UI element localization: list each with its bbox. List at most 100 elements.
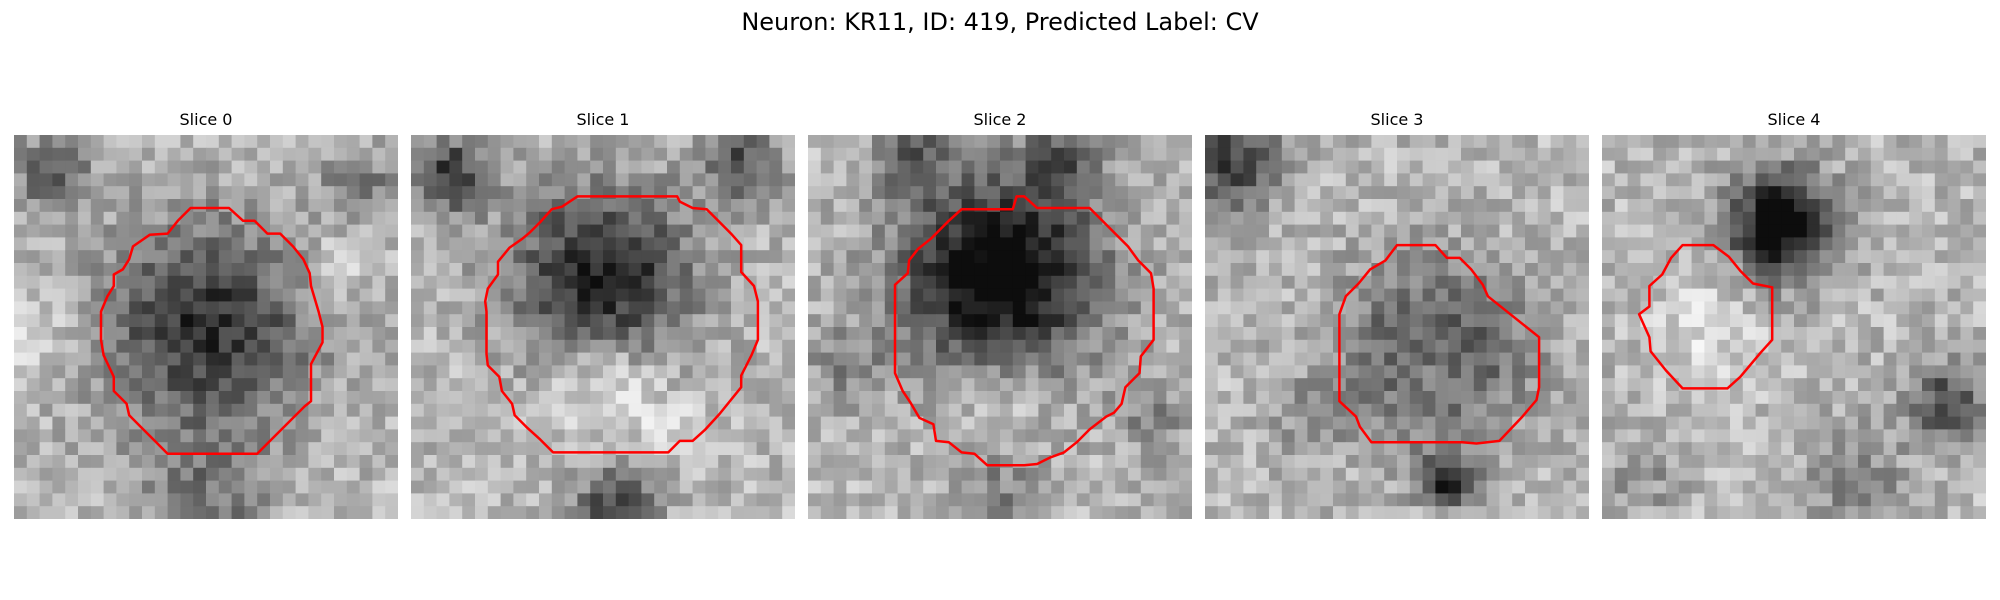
image-pixel — [1230, 211, 1244, 225]
image-pixel — [667, 493, 681, 507]
image-pixel — [1537, 480, 1551, 494]
image-pixel — [974, 186, 988, 200]
image-pixel — [1883, 147, 1897, 161]
image-pixel — [1563, 275, 1577, 289]
image-pixel — [385, 199, 398, 213]
image-pixel — [1051, 301, 1065, 315]
image-pixel — [1409, 327, 1423, 341]
image-pixel — [923, 250, 937, 264]
image-pixel — [910, 211, 924, 225]
image-pixel — [1717, 327, 1731, 341]
image-pixel — [1217, 467, 1231, 481]
image-pixel — [1922, 147, 1936, 161]
image-pixel — [820, 211, 834, 225]
image-pixel — [282, 263, 296, 277]
image-pixel — [180, 442, 194, 456]
image-pixel — [603, 506, 617, 519]
image-pixel — [705, 211, 719, 225]
image-pixel — [1422, 314, 1436, 328]
image-pixel — [1000, 493, 1014, 507]
image-pixel — [1832, 288, 1846, 302]
image-pixel — [692, 211, 706, 225]
image-pixel — [1012, 301, 1026, 315]
image-pixel — [1486, 429, 1500, 443]
image-pixel — [1512, 250, 1526, 264]
image-pixel — [1537, 493, 1551, 507]
image-pixel — [603, 352, 617, 366]
image-pixel — [1256, 327, 1270, 341]
image-pixel — [218, 224, 232, 238]
image-pixel — [193, 288, 207, 302]
image-pixel — [1461, 301, 1475, 315]
image-pixel — [1666, 173, 1680, 187]
image-pixel — [1614, 365, 1628, 379]
image-pixel — [641, 275, 655, 289]
image-pixel — [1537, 352, 1551, 366]
image-pixel — [513, 327, 527, 341]
image-pixel — [78, 403, 92, 417]
image-pixel — [385, 378, 398, 392]
image-pixel — [462, 467, 476, 481]
image-pixel — [1563, 429, 1577, 443]
image-pixel — [1768, 416, 1782, 430]
image-pixel — [1358, 135, 1372, 149]
image-pixel — [1025, 224, 1039, 238]
image-pixel — [154, 288, 168, 302]
image-pixel — [615, 339, 629, 353]
image-pixel — [423, 314, 437, 328]
image-pixel — [1307, 314, 1321, 328]
image-pixel — [1755, 339, 1769, 353]
image-pixel — [129, 378, 143, 392]
image-pixel — [1602, 275, 1616, 289]
image-pixel — [1089, 429, 1103, 443]
image-pixel — [129, 224, 143, 238]
image-pixel — [1781, 199, 1795, 213]
image-pixel — [1473, 173, 1487, 187]
image-pixel — [423, 250, 437, 264]
image-pixel — [1345, 263, 1359, 277]
image-pixel — [423, 263, 437, 277]
image-pixel — [1269, 135, 1283, 149]
image-pixel — [346, 237, 360, 251]
image-pixel — [462, 506, 476, 519]
image-pixel — [1525, 506, 1539, 519]
image-pixel — [641, 147, 655, 161]
image-pixel — [39, 250, 53, 264]
image-pixel — [1435, 250, 1449, 264]
image-pixel — [1947, 173, 1961, 187]
image-pixel — [654, 301, 668, 315]
image-pixel — [1358, 186, 1372, 200]
image-pixel — [1512, 480, 1526, 494]
image-pixel — [257, 378, 271, 392]
image-pixel — [1294, 391, 1308, 405]
image-pixel — [436, 327, 450, 341]
image-pixel — [961, 173, 975, 187]
image-pixel — [334, 403, 348, 417]
image-pixel — [910, 314, 924, 328]
image-pixel — [257, 429, 271, 443]
image-pixel — [577, 455, 591, 469]
image-pixel — [526, 352, 540, 366]
image-pixel — [1730, 480, 1744, 494]
image-pixel — [1371, 275, 1385, 289]
image-pixel — [1064, 506, 1078, 519]
image-pixel — [1678, 224, 1692, 238]
image-pixel — [897, 160, 911, 174]
image-pixel — [1781, 173, 1795, 187]
image-pixel — [1653, 160, 1667, 174]
image-pixel — [1678, 391, 1692, 405]
image-pixel — [1153, 135, 1167, 149]
image-pixel — [718, 288, 732, 302]
image-pixel — [385, 301, 398, 315]
image-pixel — [1960, 186, 1974, 200]
image-pixel — [731, 160, 745, 174]
image-pixel — [1922, 288, 1936, 302]
image-pixel — [193, 339, 207, 353]
image-pixel — [526, 288, 540, 302]
image-pixel — [603, 237, 617, 251]
image-pixel — [411, 160, 425, 174]
image-pixel — [78, 199, 92, 213]
image-pixel — [1794, 403, 1808, 417]
image-pixel — [1870, 455, 1884, 469]
image-pixel — [1666, 263, 1680, 277]
